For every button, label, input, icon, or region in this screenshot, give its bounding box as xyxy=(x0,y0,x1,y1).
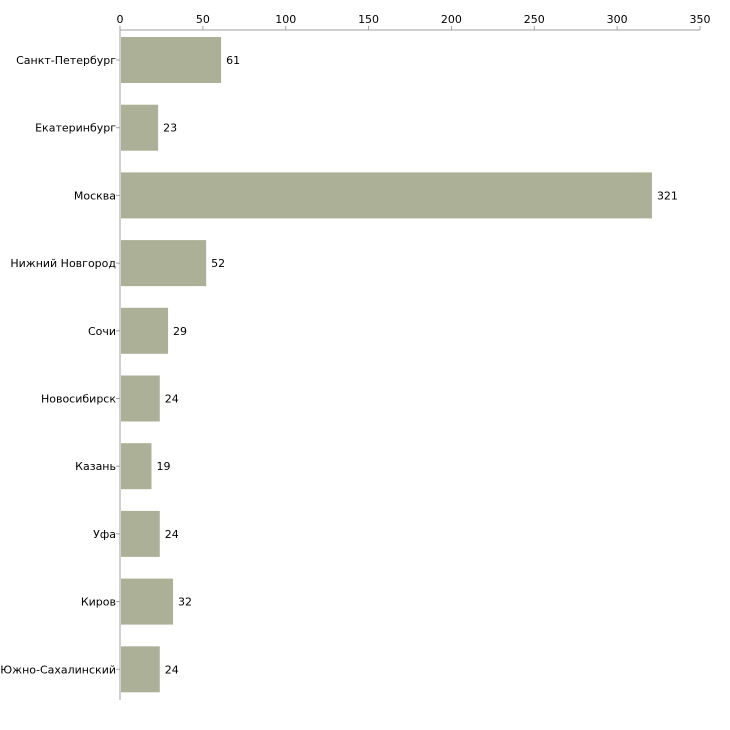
x-tick-label: 100 xyxy=(275,13,296,26)
value-label: 19 xyxy=(156,460,170,473)
bar xyxy=(121,104,159,151)
x-tick-label: 200 xyxy=(441,13,462,26)
x-tick-label: 150 xyxy=(358,13,379,26)
category-label: Екатеринбург xyxy=(35,122,116,135)
bar xyxy=(121,510,160,557)
bar xyxy=(121,578,174,625)
value-label: 24 xyxy=(165,528,179,541)
bars xyxy=(121,37,652,693)
bar xyxy=(121,375,160,422)
bar xyxy=(121,307,169,354)
bar xyxy=(121,37,222,83)
category-label: Новосибирск xyxy=(41,393,116,406)
category-label: Казань xyxy=(75,460,116,473)
value-label: 24 xyxy=(165,393,179,406)
bar xyxy=(121,172,652,219)
x-tick-label: 250 xyxy=(524,13,545,26)
value-label: 321 xyxy=(657,189,678,202)
value-label: 29 xyxy=(173,325,187,338)
value-label: 24 xyxy=(165,663,179,676)
x-axis: 0 50 100 150 200 250 300 350 xyxy=(117,13,711,31)
value-label: 52 xyxy=(211,257,225,270)
category-label: Москва xyxy=(74,189,116,202)
x-tick-label: 300 xyxy=(607,13,628,26)
x-tick-label: 50 xyxy=(196,13,210,26)
value-labels: 61 23 321 52 29 24 19 24 32 24 xyxy=(156,54,677,676)
category-label: Сочи xyxy=(88,325,116,338)
category-label: Киров xyxy=(81,596,116,609)
category-label: Санкт-Петербург xyxy=(16,54,116,67)
x-tick-label: 350 xyxy=(690,13,711,26)
value-label: 61 xyxy=(226,54,240,67)
value-label: 32 xyxy=(178,596,192,609)
bar xyxy=(121,443,152,490)
x-tick-label: 0 xyxy=(117,13,124,26)
category-label: Уфа xyxy=(93,528,116,541)
category-label: Южно-Сахалинский xyxy=(0,663,116,676)
value-label: 23 xyxy=(163,122,177,135)
bar xyxy=(121,646,160,693)
y-axis: Санкт-Петербург Екатеринбург Москва Нижний … xyxy=(0,30,121,700)
category-label: Нижний Новгород xyxy=(10,257,116,270)
bar xyxy=(121,240,207,287)
